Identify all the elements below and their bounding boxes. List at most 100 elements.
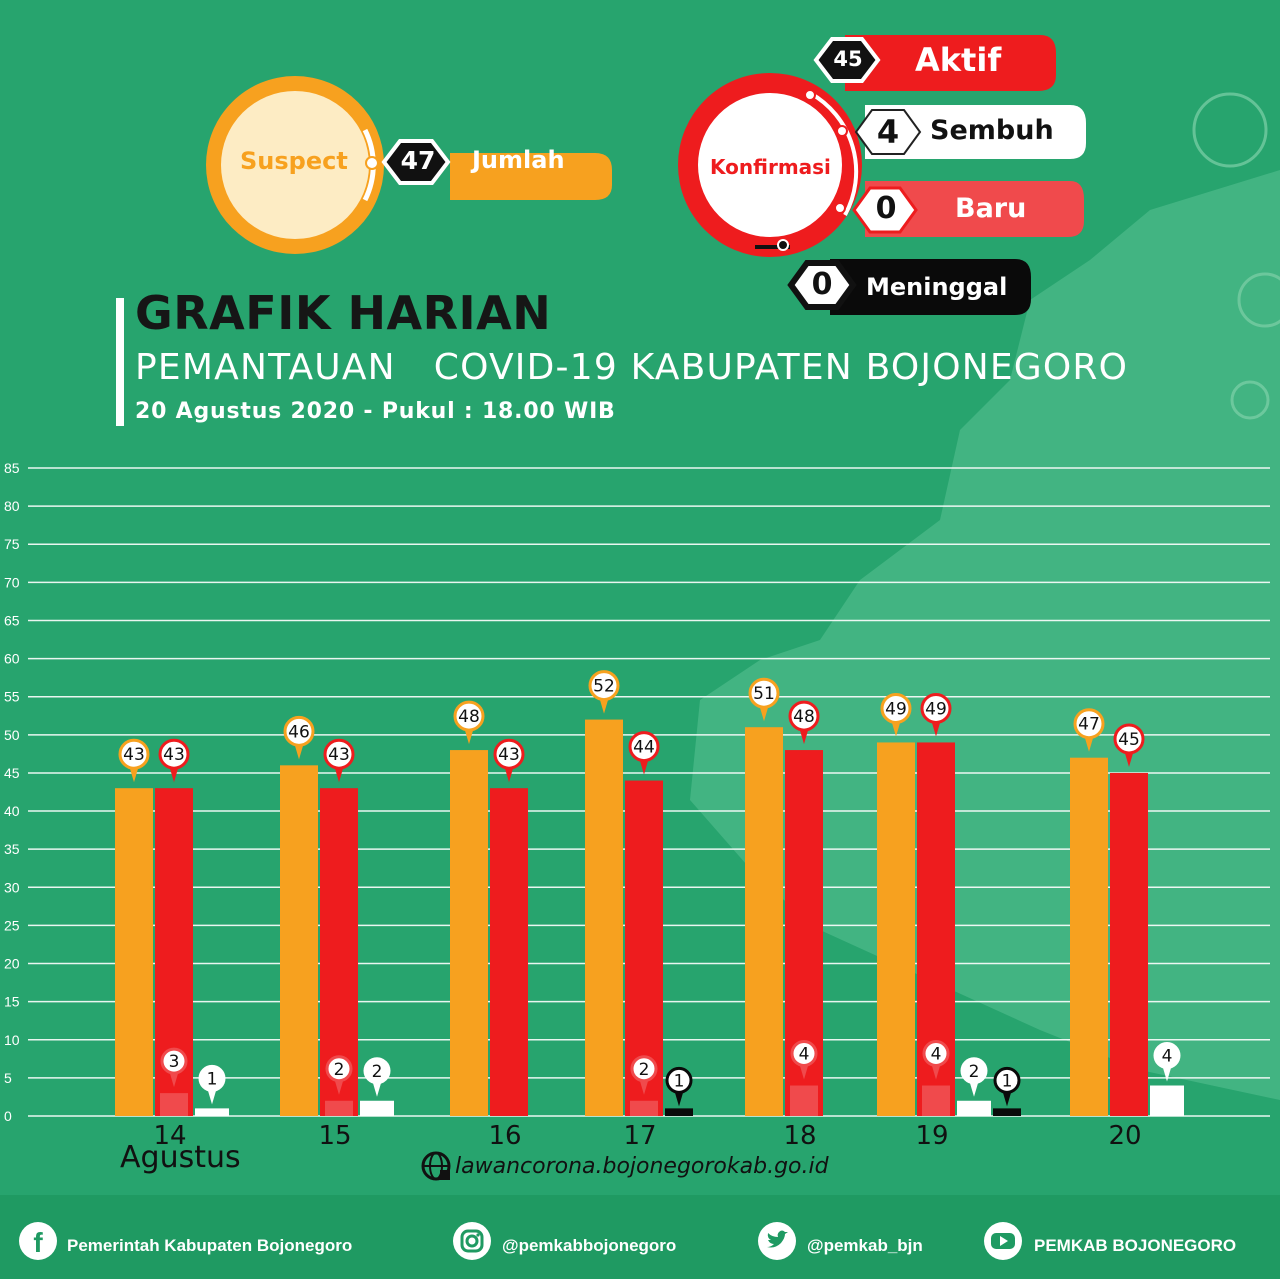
y-tick-label: 15 bbox=[4, 994, 20, 1010]
y-tick-label: 20 bbox=[4, 956, 20, 972]
y-tick-label: 5 bbox=[4, 1070, 12, 1086]
bar-sembuh bbox=[1150, 1085, 1184, 1116]
data-label: 48 bbox=[793, 707, 815, 727]
y-tick-label: 70 bbox=[4, 574, 20, 590]
data-label: 43 bbox=[498, 745, 520, 765]
data-label-bubble bbox=[198, 1064, 226, 1092]
y-tick-label: 85 bbox=[4, 460, 20, 476]
konfirmasi-badge bbox=[678, 35, 1086, 315]
virus-icon bbox=[1192, 92, 1280, 420]
y-tick-label: 50 bbox=[4, 727, 20, 743]
data-label-bubble bbox=[1073, 708, 1105, 740]
data-label-bubble bbox=[880, 692, 912, 724]
baru-value: 0 bbox=[875, 191, 897, 226]
data-label-bubble bbox=[1153, 1042, 1181, 1070]
x-tick-label: 19 bbox=[915, 1121, 948, 1150]
month-label: Agustus bbox=[120, 1140, 241, 1175]
data-label: 1 bbox=[674, 1071, 685, 1091]
website-link[interactable]: lawancorona.bojonegorokab.go.id bbox=[455, 1154, 829, 1179]
meninggal-value: 0 bbox=[811, 267, 833, 302]
data-label: 48 bbox=[458, 707, 480, 727]
bar-sembuh bbox=[957, 1100, 991, 1116]
suspect-value-label: Jumlah bbox=[472, 146, 565, 174]
x-tick-label: 16 bbox=[488, 1121, 521, 1150]
globe-icon bbox=[421, 1151, 451, 1181]
aktif-label: Aktif bbox=[915, 41, 1002, 79]
youtube-icon[interactable] bbox=[983, 1221, 1023, 1261]
data-label: 49 bbox=[885, 699, 907, 719]
data-label: 43 bbox=[163, 745, 185, 765]
bar-konfirmasi bbox=[1110, 772, 1148, 1116]
facebook-handle[interactable]: Pemerintah Kabupaten Bojonegoro bbox=[67, 1236, 353, 1255]
y-tick-label: 55 bbox=[4, 689, 20, 705]
suspect-badge bbox=[206, 76, 612, 254]
bar-suspect bbox=[280, 765, 318, 1116]
instagram-handle[interactable]: @pemkabbojonegoro bbox=[502, 1236, 677, 1255]
bar-baru bbox=[630, 1100, 658, 1116]
instagram-icon[interactable] bbox=[452, 1221, 492, 1261]
data-label: 46 bbox=[288, 722, 310, 742]
data-label: 2 bbox=[969, 1062, 980, 1082]
data-label: 47 bbox=[1078, 715, 1100, 735]
y-tick-label: 40 bbox=[4, 803, 20, 819]
data-label-bubble bbox=[665, 1066, 693, 1094]
twitter-handle[interactable]: @pemkab_bjn bbox=[807, 1236, 923, 1255]
bar-suspect bbox=[745, 727, 783, 1116]
twitter-icon[interactable] bbox=[757, 1221, 797, 1261]
data-label-bubble bbox=[160, 1047, 188, 1075]
data-label-bubble bbox=[588, 670, 620, 702]
y-tick-label: 80 bbox=[4, 498, 20, 514]
bar-suspect bbox=[877, 742, 915, 1116]
y-tick-label: 65 bbox=[4, 612, 20, 628]
x-tick-label: 18 bbox=[783, 1121, 816, 1150]
data-label: 2 bbox=[639, 1060, 650, 1080]
svg-text:f: f bbox=[33, 1227, 43, 1258]
youtube-handle[interactable]: PEMKAB BOJONEGORO bbox=[1034, 1236, 1237, 1255]
baru-label: Baru bbox=[955, 193, 1027, 224]
y-tick-label: 35 bbox=[4, 841, 20, 857]
data-label-bubble bbox=[118, 738, 150, 770]
data-label: 49 bbox=[925, 699, 947, 719]
sembuh-label: Sembuh bbox=[930, 115, 1054, 146]
bar-baru bbox=[325, 1100, 353, 1116]
data-label: 1 bbox=[207, 1069, 218, 1089]
data-label-bubble bbox=[158, 738, 190, 770]
data-label: 44 bbox=[633, 738, 655, 758]
data-label: 4 bbox=[799, 1045, 810, 1065]
data-label-bubble bbox=[325, 1055, 353, 1083]
data-label-bubble bbox=[1113, 723, 1145, 755]
data-label-bubble bbox=[993, 1066, 1021, 1094]
data-label-bubble bbox=[922, 1040, 950, 1068]
bar-meninggal bbox=[993, 1108, 1021, 1116]
data-label-bubble bbox=[960, 1057, 988, 1085]
bar-konfirmasi bbox=[490, 788, 528, 1116]
bar-suspect bbox=[115, 788, 153, 1116]
bar-suspect bbox=[1070, 757, 1108, 1116]
data-label-bubble bbox=[363, 1057, 391, 1085]
y-tick-label: 0 bbox=[4, 1108, 12, 1124]
sembuh-value: 4 bbox=[876, 113, 900, 151]
y-tick-label: 45 bbox=[4, 765, 20, 781]
data-label-bubble bbox=[788, 700, 820, 732]
data-label-bubble bbox=[283, 715, 315, 747]
bar-meninggal bbox=[665, 1108, 693, 1116]
data-label: 45 bbox=[1118, 730, 1140, 750]
data-label: 43 bbox=[123, 745, 145, 765]
title-accent-bar bbox=[116, 298, 124, 426]
data-label: 2 bbox=[372, 1062, 383, 1082]
report-date: 20 Agustus 2020 - Pukul : 18.00 WIB bbox=[135, 399, 616, 424]
chart-subtitle: PEMANTAUAN COVID-19 KABUPATEN BOJONEGORO bbox=[135, 347, 1129, 388]
x-tick-label: 14 bbox=[153, 1121, 186, 1150]
bar-baru bbox=[922, 1085, 950, 1116]
bar-sembuh bbox=[195, 1108, 229, 1116]
data-label: 43 bbox=[328, 745, 350, 765]
x-tick-label: 20 bbox=[1108, 1121, 1141, 1150]
data-label-bubble bbox=[920, 692, 952, 724]
data-label: 1 bbox=[1002, 1071, 1013, 1091]
facebook-icon[interactable]: f bbox=[18, 1221, 58, 1261]
data-label-bubble bbox=[748, 677, 780, 709]
bar-chart: 0 5 10 15 20 25 30 35 40 45 50 55 60 65 70 75 80 85 43 43 3 1… bbox=[4, 460, 1270, 1150]
bar-suspect bbox=[585, 719, 623, 1116]
data-label: 52 bbox=[593, 677, 615, 697]
aktif-value: 45 bbox=[833, 47, 863, 71]
